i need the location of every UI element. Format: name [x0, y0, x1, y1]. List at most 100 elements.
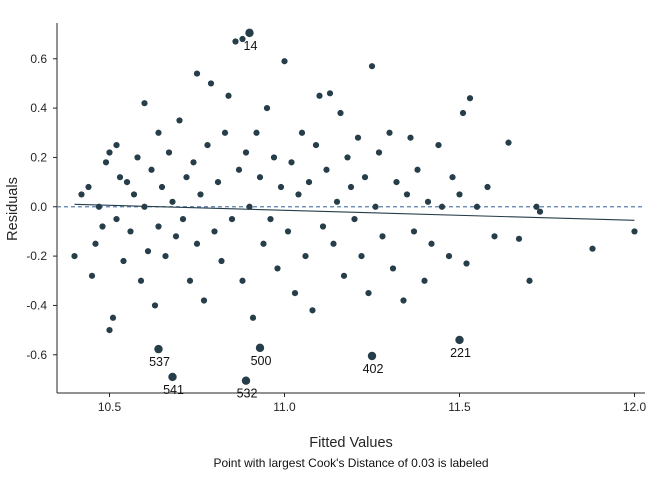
- data-point: [410, 228, 418, 235]
- data-point: [456, 191, 463, 198]
- labeled-point: [154, 344, 163, 354]
- point-label: 500: [251, 354, 272, 368]
- labeled-point: [455, 335, 464, 345]
- data-point: [274, 265, 281, 272]
- data-point: [263, 105, 271, 112]
- data-point: [326, 90, 334, 97]
- data-point: [123, 179, 131, 186]
- data-point: [253, 129, 260, 136]
- data-point: [295, 191, 302, 198]
- data-point: [106, 149, 113, 156]
- data-point: [155, 223, 162, 230]
- data-point: [365, 290, 372, 297]
- data-point: [302, 253, 309, 260]
- data-point: [169, 198, 176, 205]
- data-point: [372, 203, 379, 210]
- data-point: [211, 228, 218, 235]
- point-label: 402: [363, 362, 384, 376]
- data-point: [256, 174, 264, 181]
- data-point: [491, 233, 498, 240]
- data-point: [309, 307, 316, 314]
- data-point: [99, 223, 106, 230]
- data-point: [71, 253, 78, 260]
- chart-caption: Point with largest Cook's Distance of 0.…: [213, 456, 488, 470]
- trend-line-path: [74, 203, 635, 221]
- point-label: 537: [149, 355, 170, 369]
- data-point: [221, 129, 229, 136]
- data-point: [155, 129, 162, 136]
- data-point: [291, 290, 299, 297]
- data-point: [354, 134, 362, 141]
- labeled-point: [245, 28, 254, 38]
- data-point: [242, 149, 250, 156]
- y-tick-label: 0.4: [30, 101, 47, 115]
- point-label: 14: [244, 39, 258, 53]
- x-tick-label: 11.5: [448, 400, 471, 414]
- x-tick-label: 11.0: [273, 400, 296, 414]
- data-point: [92, 240, 99, 247]
- data-point: [172, 233, 180, 240]
- data-point: [312, 142, 320, 149]
- data-point: [333, 198, 341, 205]
- data-point: [162, 253, 169, 260]
- data-point: [260, 240, 267, 247]
- data-point: [144, 248, 152, 255]
- data-point: [323, 166, 330, 173]
- data-point: [127, 228, 134, 235]
- data-point: [424, 198, 432, 205]
- data-point: [134, 154, 141, 161]
- residual-points: [71, 35, 638, 334]
- plot-axes: [56, 23, 645, 394]
- data-point: [298, 129, 306, 136]
- labeled-point: [168, 372, 177, 382]
- data-point: [165, 149, 173, 156]
- data-point: [386, 129, 393, 136]
- data-point: [151, 302, 159, 309]
- data-point: [228, 216, 236, 223]
- data-point: [358, 253, 365, 260]
- data-point: [351, 216, 358, 223]
- data-point: [449, 174, 456, 181]
- data-point: [505, 139, 512, 146]
- data-point: [193, 240, 201, 247]
- data-point: [137, 277, 145, 284]
- data-point: [368, 63, 376, 70]
- data-point: [445, 253, 453, 260]
- data-point: [239, 277, 246, 284]
- data-point: [284, 228, 292, 235]
- data-point: [113, 216, 120, 223]
- data-point: [473, 203, 481, 210]
- y-tick-label: 0.2: [30, 150, 47, 164]
- data-point: [183, 174, 190, 181]
- y-tick-label: 0.6: [30, 52, 47, 66]
- data-point: [347, 183, 355, 191]
- data-point: [88, 272, 96, 279]
- data-point: [421, 277, 428, 284]
- data-point: [246, 203, 253, 210]
- data-point: [589, 245, 596, 252]
- data-point: [438, 203, 446, 210]
- data-point: [379, 233, 386, 240]
- data-point: [400, 297, 407, 304]
- data-point: [109, 314, 117, 321]
- y-tick-label: 0.0: [30, 200, 47, 214]
- data-point: [239, 35, 246, 43]
- data-point: [459, 109, 467, 117]
- data-point: [515, 235, 523, 242]
- x-axis-title: Fitted Values: [309, 435, 393, 451]
- data-point: [179, 216, 187, 223]
- data-point: [130, 191, 138, 198]
- data-point: [316, 92, 323, 99]
- data-point: [193, 70, 201, 77]
- data-point: [484, 183, 491, 191]
- labeled-points: 14 537 541 500 532 402 221: [149, 28, 471, 401]
- data-point: [200, 297, 208, 304]
- y-tick-label: -0.2: [26, 249, 47, 263]
- data-point: [428, 240, 435, 247]
- data-point: [414, 166, 421, 173]
- data-point: [375, 149, 383, 156]
- data-point: [407, 134, 414, 141]
- y-tick-label: -0.6: [26, 348, 47, 362]
- data-point: [207, 80, 215, 87]
- labeled-point: [255, 343, 265, 353]
